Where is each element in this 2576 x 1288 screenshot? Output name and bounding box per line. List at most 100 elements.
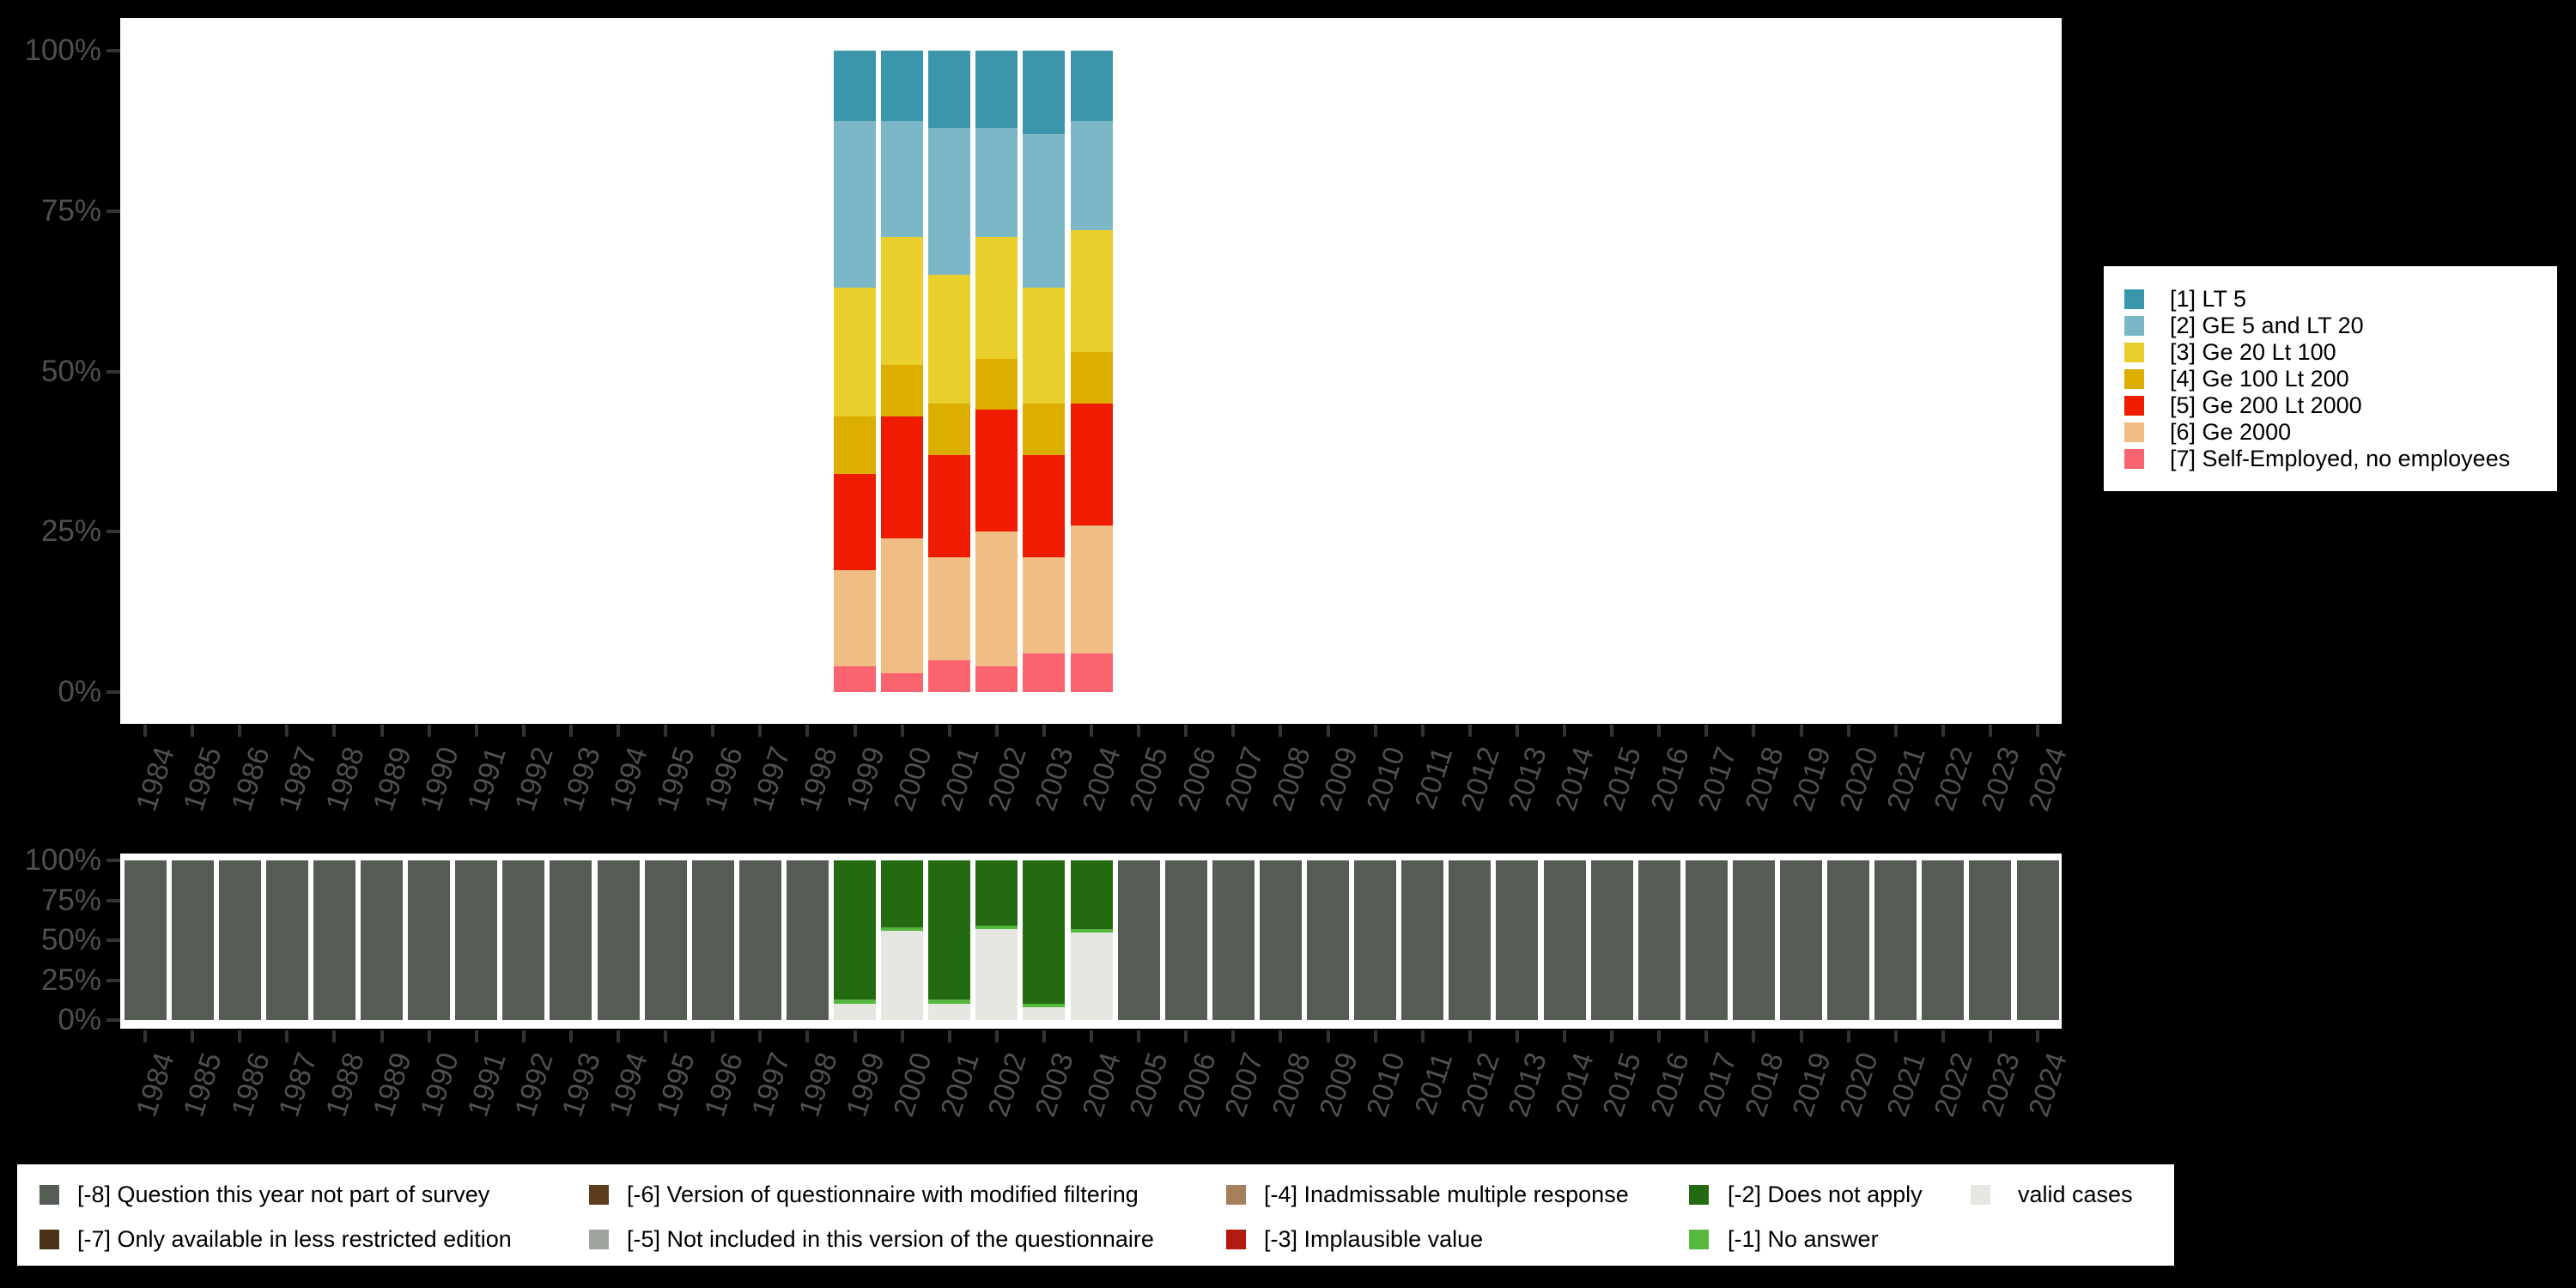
- bottom-x-label-2006: 2006: [1170, 1048, 1223, 1121]
- bar-segment: [1070, 525, 1113, 654]
- bottom-x-label-1985: 1985: [177, 1048, 229, 1121]
- bar-segment: [1023, 557, 1066, 654]
- bottom-x-tick-1988: [332, 1030, 337, 1042]
- top-y-tick-25%: [106, 530, 120, 534]
- bottom-bar-1990: [408, 860, 451, 1020]
- bar-segment: [834, 570, 876, 667]
- bar-segment: [928, 659, 971, 692]
- bottom-y-tick-75%: [106, 898, 120, 902]
- legend-label: [4] Ge 100 Lt 200: [2170, 366, 2349, 392]
- bar-segment: [1023, 403, 1066, 455]
- top-x-tick-2022: [1941, 725, 1945, 737]
- missing-values-legend: [-8] Question this year not part of surv…: [17, 1164, 2174, 1266]
- bar-segment: [1070, 860, 1113, 929]
- bottom-x-tick-2024: [2036, 1030, 2039, 1042]
- top-x-label-2015: 2015: [1596, 743, 1649, 816]
- top-x-tick-2013: [1515, 725, 1519, 737]
- top-x-label-2022: 2022: [1928, 743, 1980, 816]
- bottom-bar-2002: [975, 860, 1018, 1020]
- bottom-y-label-100%: 100%: [24, 843, 101, 877]
- top-x-tick-1997: [758, 725, 762, 737]
- top-x-label-2020: 2020: [1833, 743, 1885, 816]
- bottom-y-tick-0%: [106, 1018, 120, 1022]
- bottom-x-label-1997: 1997: [745, 1048, 797, 1121]
- top-x-label-2024: 2024: [2022, 743, 2075, 816]
- bar-segment: [881, 51, 924, 122]
- top-x-label-1993: 1993: [556, 743, 608, 816]
- top-x-tick-2010: [1373, 725, 1377, 737]
- top-y-label-25%: 25%: [40, 514, 101, 549]
- legend-swatch: [2124, 343, 2144, 362]
- bar-segment: [265, 860, 308, 1020]
- bar-segment: [881, 860, 924, 928]
- bottom-bar-1991: [455, 860, 498, 1020]
- top-x-label-2006: 2006: [1170, 743, 1223, 816]
- top-x-tick-2002: [994, 725, 999, 737]
- bottom-x-tick-1995: [664, 1030, 668, 1042]
- top-x-label-2018: 2018: [1739, 743, 1790, 816]
- top-x-tick-1996: [711, 725, 715, 737]
- bar-segment: [1070, 51, 1113, 122]
- bottom-bar-1989: [361, 860, 403, 1020]
- bar-segment: [124, 860, 167, 1020]
- bottom-x-tick-2005: [1137, 1030, 1141, 1042]
- top-x-tick-2008: [1279, 725, 1283, 737]
- top-x-tick-1994: [617, 725, 620, 737]
- bottom-x-label-1994: 1994: [603, 1048, 655, 1121]
- bottom-x-label-1991: 1991: [461, 1048, 513, 1121]
- bottom-x-label-1990: 1990: [414, 1048, 465, 1121]
- bottom-x-label-2008: 2008: [1266, 1048, 1317, 1121]
- top-x-tick-2020: [1846, 725, 1850, 737]
- bottom-y-tick-25%: [106, 978, 120, 982]
- bar-segment: [1732, 860, 1775, 1020]
- bottom-x-tick-1991: [474, 1030, 478, 1042]
- bottom-bar-2007: [1212, 860, 1255, 1020]
- top-bar-2004: [1070, 51, 1113, 692]
- bottom-bar-2022: [1922, 860, 1965, 1020]
- top-x-label-2009: 2009: [1313, 743, 1364, 816]
- top-x-label-2010: 2010: [1360, 743, 1412, 816]
- top-x-label-1990: 1990: [414, 743, 465, 816]
- top-x-tick-1988: [332, 725, 337, 737]
- top-x-label-1985: 1985: [177, 743, 229, 816]
- bar-segment: [550, 860, 592, 1020]
- bottom-x-tick-2011: [1420, 1030, 1425, 1042]
- top-y-label-50%: 50%: [40, 354, 101, 388]
- bottom-bar-1988: [313, 860, 355, 1020]
- bottom-x-label-2023: 2023: [1975, 1048, 2027, 1121]
- bottom-x-label-1995: 1995: [650, 1048, 702, 1121]
- top-x-tick-2023: [1988, 725, 1992, 737]
- bottom-x-tick-2019: [1799, 1030, 1803, 1042]
- bar-segment: [881, 930, 924, 1020]
- bar-segment: [1023, 1004, 1066, 1008]
- legend-label: [2] GE 5 and LT 20: [2170, 313, 2364, 338]
- top-x-tick-2003: [1042, 725, 1046, 737]
- bar-segment: [1023, 860, 1066, 1005]
- bottom-x-label-2004: 2004: [1076, 1048, 1128, 1121]
- bottom-bar-2016: [1637, 860, 1680, 1020]
- bar-segment: [1070, 121, 1113, 231]
- bottom-x-tick-1998: [805, 1030, 810, 1042]
- legend-label: [-3] Implausible value: [1264, 1226, 1484, 1252]
- legend-label: [5] Ge 200 Lt 2000: [2170, 392, 2362, 418]
- bar-segment: [881, 416, 924, 538]
- top-x-tick-1990: [427, 725, 431, 737]
- bottom-bar-2010: [1354, 860, 1397, 1020]
- legend-label: [-8] Question this year not part of surv…: [77, 1182, 490, 1207]
- bottom-x-tick-2020: [1846, 1030, 1850, 1042]
- legend-item: [3] Ge 20 Lt 100: [2124, 339, 2557, 366]
- bottom-bar-2021: [1874, 860, 1917, 1020]
- bar-segment: [361, 860, 403, 1020]
- bottom-x-tick-2021: [1893, 1030, 1898, 1042]
- bar-segment: [834, 121, 876, 289]
- legend-label: [-7] Only available in less restricted e…: [77, 1226, 512, 1252]
- bar-segment: [834, 473, 876, 571]
- legend-item: [7] Self-Employed, no employees: [2124, 446, 2557, 472]
- bottom-x-tick-2002: [994, 1030, 999, 1042]
- bottom-bar-2014: [1543, 860, 1586, 1020]
- top-x-tick-2019: [1799, 725, 1803, 737]
- top-x-label-2004: 2004: [1076, 743, 1128, 816]
- bar-segment: [1164, 860, 1207, 1020]
- bar-segment: [975, 860, 1018, 927]
- top-x-tick-2005: [1137, 725, 1141, 737]
